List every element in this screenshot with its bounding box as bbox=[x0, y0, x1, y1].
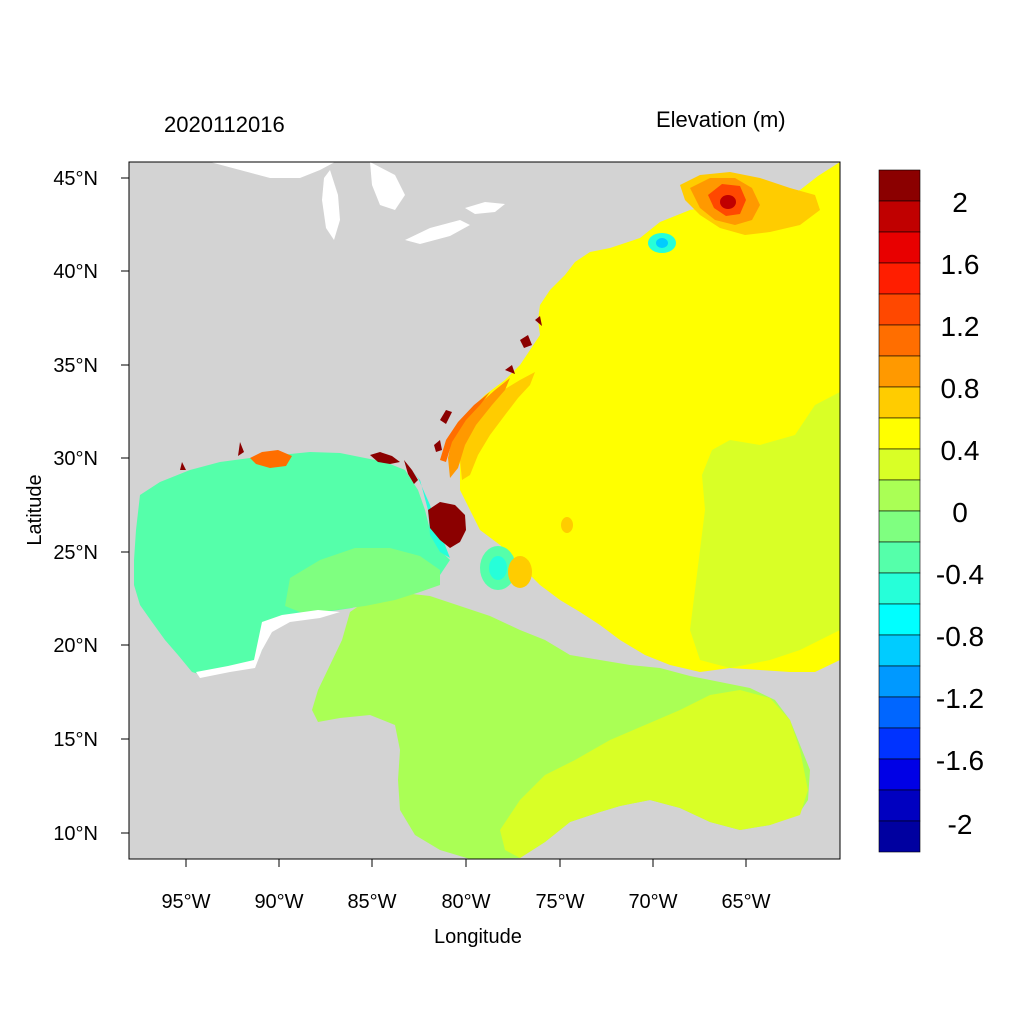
lake-superior bbox=[210, 162, 335, 178]
y-tick-label: 20°N bbox=[53, 635, 98, 657]
carolina-surge-inner bbox=[440, 392, 490, 462]
south-florida-surge bbox=[428, 502, 466, 548]
colorbar-swatch bbox=[878, 169, 921, 202]
colorbar-label: -1.2 bbox=[936, 683, 984, 714]
east-atlantic-band bbox=[690, 392, 840, 668]
colorbar-labels: 2 1.6 1.2 0.8 0.4 0 -0.4 -0.8 -1.2 -1.6 … bbox=[936, 187, 984, 840]
map-frame bbox=[128, 161, 841, 860]
y-tick-label: 35°N bbox=[53, 355, 98, 377]
colorbar-label: 2 bbox=[952, 187, 968, 218]
x-axis-ticks bbox=[185, 859, 747, 867]
x-tick-label: 70°W bbox=[628, 891, 677, 913]
y-tick-label: 15°N bbox=[53, 729, 98, 751]
colorbar-label: 0 bbox=[952, 497, 968, 528]
colorbar-swatch bbox=[878, 634, 921, 667]
variable-title: Elevation (m) bbox=[656, 107, 786, 132]
colorbar-label: -1.6 bbox=[936, 745, 984, 776]
colorbar-swatch bbox=[878, 386, 921, 419]
colorbar-label: -0.4 bbox=[936, 559, 984, 590]
colorbar-label: -0.8 bbox=[936, 621, 984, 652]
colorbar-swatch bbox=[878, 665, 921, 698]
colorbar-label: 0.8 bbox=[941, 373, 980, 404]
lake-huron bbox=[370, 162, 405, 210]
colorbar-swatch bbox=[878, 355, 921, 388]
colorbar-label: 1.6 bbox=[941, 249, 980, 280]
colorbar-swatch bbox=[878, 417, 921, 450]
gulf-coast-surge bbox=[250, 450, 292, 468]
colorbar-label: 0.4 bbox=[941, 435, 980, 466]
x-tick-label: 85°W bbox=[347, 891, 396, 913]
lake-erie bbox=[405, 220, 470, 244]
colorbar-swatch bbox=[878, 479, 921, 512]
colorbar-swatch bbox=[878, 789, 921, 822]
colorbar-swatch bbox=[878, 727, 921, 760]
colorbar-swatch bbox=[878, 510, 921, 543]
florida-west-coast-dark bbox=[404, 460, 418, 484]
y-tick-label: 40°N bbox=[53, 261, 98, 283]
caribbean-southeast-patch bbox=[500, 690, 808, 858]
colorbar-swatch bbox=[878, 231, 921, 264]
colorbar-swatch bbox=[878, 293, 921, 326]
carolina-surge-outer bbox=[460, 372, 535, 480]
colorbar-label: -2 bbox=[948, 809, 973, 840]
y-tick-label: 45°N bbox=[53, 168, 98, 190]
colorbar-swatch bbox=[878, 572, 921, 605]
colorbar-swatch bbox=[878, 820, 921, 853]
x-tick-label: 65°W bbox=[721, 891, 770, 913]
date-title: 2020112016 bbox=[164, 112, 285, 137]
y-tick-label: 25°N bbox=[53, 542, 98, 564]
gulf-south-patch bbox=[285, 548, 440, 614]
yucatan-coast-strip bbox=[196, 610, 340, 678]
colorbar-swatch bbox=[878, 696, 921, 729]
colorbar-swatch bbox=[878, 324, 921, 357]
x-tick-label: 75°W bbox=[535, 891, 584, 913]
x-tick-labels: 95°W 90°W 85°W 80°W 75°W 70°W 65°W bbox=[161, 891, 770, 913]
colorbar-swatch bbox=[878, 541, 921, 574]
x-tick-label: 95°W bbox=[161, 891, 210, 913]
colorbar bbox=[878, 169, 921, 853]
nova-scotia-peak bbox=[720, 195, 736, 209]
x-axis-label: Longitude bbox=[434, 926, 522, 948]
x-tick-label: 80°W bbox=[441, 891, 490, 913]
y-tick-label: 30°N bbox=[53, 448, 98, 470]
mid-atlantic-spot bbox=[561, 517, 573, 533]
x-tick-label: 90°W bbox=[254, 891, 303, 913]
colorbar-swatch bbox=[878, 603, 921, 636]
cape-cod-low-core bbox=[656, 238, 668, 248]
colorbar-swatch bbox=[878, 448, 921, 481]
colorbar-swatch bbox=[878, 758, 921, 791]
bahamas-low-inner bbox=[489, 556, 507, 580]
gulf-of-mexico-field bbox=[134, 452, 450, 676]
y-tick-labels: 45°N 40°N 35°N 30°N 25°N 20°N 15°N 10°N bbox=[53, 168, 98, 845]
y-axis-ticks bbox=[121, 177, 129, 834]
colorbar-swatch bbox=[878, 200, 921, 233]
y-tick-label: 10°N bbox=[53, 823, 98, 845]
lake-michigan bbox=[322, 170, 340, 240]
colorbar-label: 1.2 bbox=[941, 311, 980, 342]
bahamas-high-spot bbox=[508, 556, 532, 588]
colorbar-swatch bbox=[878, 262, 921, 295]
lake-ontario bbox=[465, 202, 505, 214]
map-plot-area bbox=[129, 162, 840, 859]
